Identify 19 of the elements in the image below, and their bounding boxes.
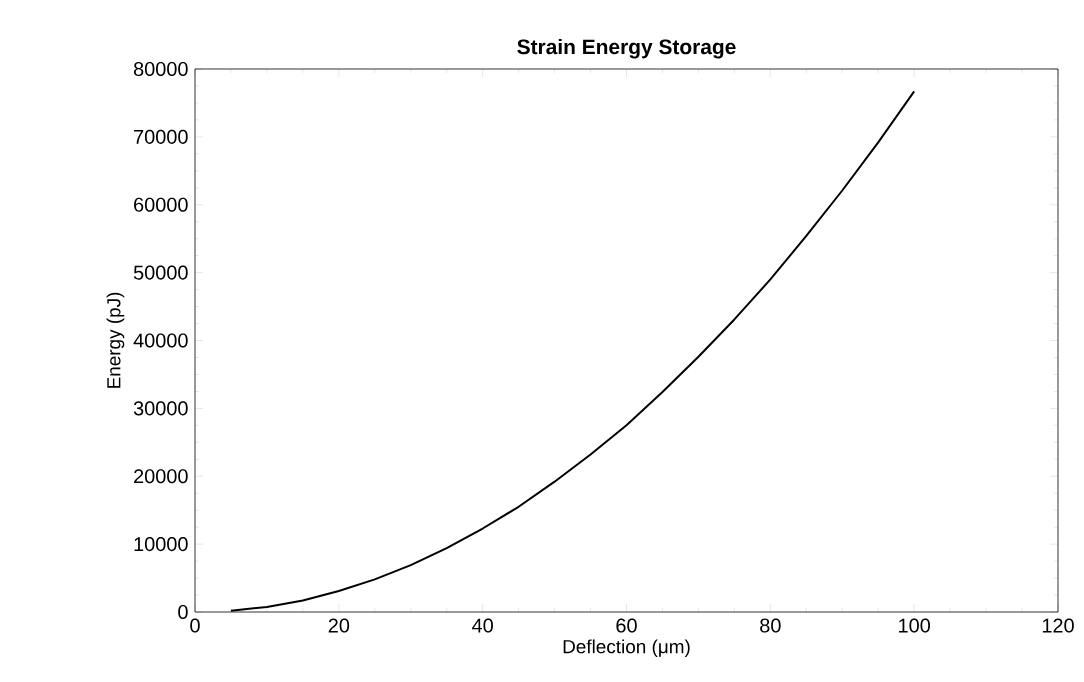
x-tick-label: 40: [472, 618, 493, 633]
chart-title: Strain Energy Storage: [517, 38, 736, 59]
y-tick-label: 20000: [134, 469, 188, 484]
y-tick-label: 50000: [133, 265, 188, 280]
y-tick-label: 40000: [133, 333, 188, 348]
x-tick-label: 80: [760, 618, 781, 633]
y-tick-label: 30000: [133, 401, 188, 416]
x-tick-label: 100: [899, 618, 931, 633]
y-tick-label: 10000: [134, 537, 188, 552]
y-axis-title: Energy (pJ): [106, 292, 125, 388]
y-tick-label: 60000: [134, 197, 188, 212]
x-tick-label: 60: [616, 618, 637, 633]
y-tick-label: 0: [178, 604, 188, 620]
x-axis-title: Deflection (μm): [563, 639, 690, 658]
y-tick-label: 70000: [134, 129, 188, 144]
x-tick-label: 120: [1042, 618, 1074, 633]
y-tick-label: 80000: [133, 61, 188, 77]
x-tick-label: 20: [328, 618, 350, 633]
x-tick-label: 0: [190, 618, 200, 633]
